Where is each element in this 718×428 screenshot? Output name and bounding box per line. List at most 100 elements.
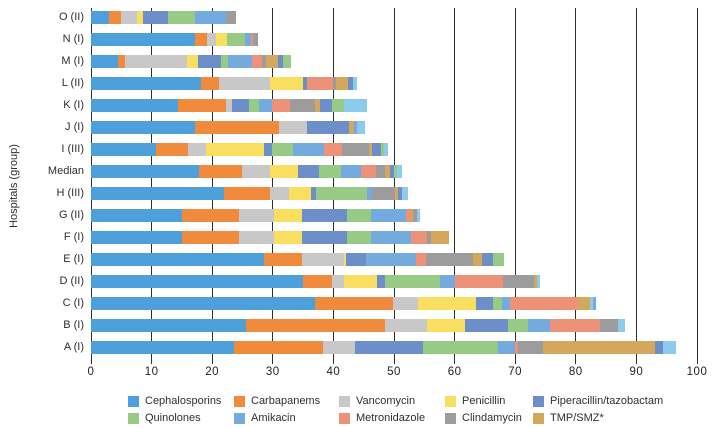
bar-segment [417, 297, 476, 311]
x-axis-tickmark [90, 359, 92, 364]
bar-row [91, 319, 625, 333]
bar-segment [303, 76, 308, 90]
bar-segment [227, 32, 246, 46]
bar-row [91, 10, 237, 24]
bar-segment [515, 341, 519, 355]
bar-segment [315, 98, 321, 112]
bar-segment [507, 319, 529, 333]
legend-item: Cephalosporins [128, 393, 234, 409]
y-axis-label: O (II) [58, 10, 84, 23]
bar-segment [370, 209, 406, 223]
bar-segment [318, 164, 342, 178]
x-axis: 0 10 20 30 40 50 60 70 80 90 100 [88, 359, 707, 383]
bar-segment [271, 98, 290, 112]
bar-segment [389, 164, 394, 178]
bar-row [91, 164, 402, 178]
x-axis-tickmark [696, 359, 698, 364]
bar-row [91, 231, 450, 245]
bar-segment [273, 209, 302, 223]
bar-segment [518, 341, 543, 355]
bar-segment [346, 231, 371, 245]
bar-row [91, 120, 365, 134]
x-axis-tick-label: 50 [387, 366, 401, 378]
bar-segment [501, 297, 511, 311]
bar-segment [239, 209, 274, 223]
y-axis-label: C (I) [62, 297, 84, 310]
bar-segment [402, 187, 408, 201]
x-axis-tick-label: 90 [629, 366, 644, 378]
legend-swatch [234, 395, 245, 407]
x-axis-tickmark [635, 359, 637, 364]
grid-line [211, 8, 213, 360]
grid-line [454, 8, 456, 360]
legend-swatch [128, 395, 139, 407]
bar-row [91, 209, 421, 223]
bar-segment [195, 120, 280, 134]
bar-segment [341, 164, 362, 178]
bar-segment [234, 341, 323, 355]
bar-segment [348, 76, 353, 90]
bar-segment [91, 341, 234, 355]
bar-segment [426, 253, 473, 267]
bar-segment [439, 275, 456, 289]
bar-segment [590, 297, 594, 311]
legend-label: Quinolones [145, 412, 201, 424]
bar-segment [394, 187, 399, 201]
bar-segment [349, 120, 354, 134]
bar-row [91, 297, 597, 311]
bar-segment [177, 98, 227, 112]
x-axis-tick-label: 20 [205, 366, 220, 378]
bar-segment [416, 209, 421, 223]
bar-segment [502, 275, 534, 289]
plot-area [90, 6, 698, 360]
bar-segment [372, 187, 395, 201]
bar-segment [320, 98, 333, 112]
y-axis-label: L (II) [61, 76, 84, 89]
y-axis-label: J (I) [65, 120, 84, 133]
bar-segment [352, 76, 357, 90]
grid-line [332, 8, 334, 360]
bar-segment [216, 32, 228, 46]
bar-segment [405, 209, 411, 223]
bar-segment [593, 297, 597, 311]
bar-segment [91, 76, 202, 90]
y-axis-label: A (I) [63, 341, 84, 354]
legend-item: TMP/SMZ* [533, 410, 703, 426]
legend-swatch [339, 395, 350, 407]
bar-segment [493, 297, 502, 311]
bar-row [91, 98, 368, 112]
bar-segment [91, 275, 304, 289]
legend-label: Clindamycin [462, 412, 522, 424]
bar-segment [542, 341, 656, 355]
legend-swatch [445, 412, 456, 424]
legend-item: Metronidazole [339, 410, 445, 426]
grid-line [696, 8, 698, 360]
bar-segment [341, 142, 369, 156]
bar-segment [269, 76, 304, 90]
bar-segment [537, 275, 540, 289]
bar-segment [307, 120, 350, 134]
bar-row [91, 54, 291, 68]
bar-segment [227, 54, 253, 68]
bar-segment [384, 142, 389, 156]
bar-segment [109, 10, 121, 24]
bar-segment [250, 32, 254, 46]
bar-row [91, 142, 389, 156]
bar-segment [226, 98, 232, 112]
bar-segment [143, 10, 168, 24]
legend-item: Clindamycin [445, 410, 533, 426]
grid-line [635, 8, 637, 360]
bar-segment [344, 275, 377, 289]
bar-segment [380, 142, 385, 156]
bar-segment [578, 297, 591, 311]
bar-segment [455, 275, 503, 289]
bar-segment [245, 32, 251, 46]
bar-segment [91, 187, 225, 201]
bar-segment [343, 98, 368, 112]
legend-swatch [533, 395, 544, 407]
bar-segment [397, 164, 402, 178]
bar-segment [384, 275, 440, 289]
x-axis-tick-label: 60 [447, 366, 462, 378]
bar-segment [322, 341, 355, 355]
